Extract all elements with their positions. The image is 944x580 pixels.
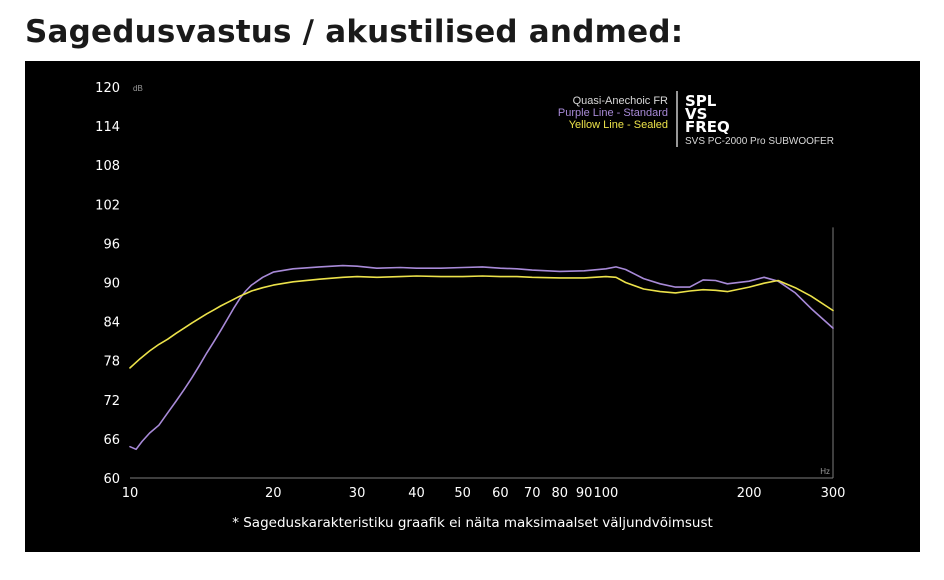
y-unit-label: dB — [133, 84, 143, 93]
y-tick-label: 78 — [103, 355, 120, 370]
ticks-layer: 60 66 72 78 84 90 96 102 108 114 120 10 20 30 40 50 60 70… — [95, 81, 845, 501]
x-tick-label: 100 — [594, 486, 619, 501]
y-tick-label: 102 — [95, 198, 120, 213]
series-line-sealed — [129, 275, 834, 369]
x-tick-label: 60 — [492, 486, 509, 501]
badge-vs: VS — [685, 105, 707, 123]
y-tick-label: 66 — [103, 433, 120, 448]
chart-footnote: * Sageduskarakteristiku graafik ei näita… — [232, 515, 713, 531]
legend-yellow-label: Yellow Line - Sealed — [569, 119, 668, 131]
x-tick-label: 80 — [552, 486, 569, 501]
x-tick-label: 70 — [524, 486, 541, 501]
x-tick-label: 200 — [737, 486, 762, 501]
series-line-standard — [129, 264, 834, 451]
y-tick-label: 96 — [103, 237, 120, 252]
badge-freq: FREQ — [685, 118, 730, 136]
y-tick-label: 114 — [95, 120, 120, 135]
legend-purple-label: Purple Line - Standard — [558, 107, 668, 119]
axes-layer: dB Hz — [130, 84, 834, 479]
x-tick-label: 20 — [265, 486, 282, 501]
page-title: Sagedusvastus / akustilised andmed: — [25, 14, 684, 50]
x-unit-label: Hz — [820, 467, 830, 476]
x-tick-label: 90 — [576, 486, 593, 501]
badge-product: SVS PC-2000 Pro SUBWOOFER — [685, 136, 834, 147]
x-tick-label: 40 — [408, 486, 425, 501]
x-tick-label: 50 — [454, 486, 471, 501]
series-layer — [129, 264, 834, 451]
frequency-response-chart: dB Hz 60 66 72 78 84 90 96 102 108 114 120 10 20 30 40 5… — [25, 61, 920, 552]
badge-spl: SPL — [685, 92, 717, 110]
legend-layer: Quasi-Anechoic FR Purple Line - Standard… — [558, 91, 834, 147]
y-tick-label: 120 — [95, 81, 120, 96]
chart-canvas: dB Hz 60 66 72 78 84 90 96 102 108 114 120 10 20 30 40 5… — [95, 81, 845, 501]
x-tick-label: 300 — [821, 486, 846, 501]
y-tick-label: 72 — [103, 394, 120, 409]
x-tick-label: 30 — [349, 486, 366, 501]
y-tick-label: 84 — [103, 316, 120, 331]
y-tick-label: 90 — [103, 277, 120, 292]
y-tick-label: 108 — [95, 159, 120, 174]
legend-heading: Quasi-Anechoic FR — [573, 95, 668, 107]
y-tick-label: 60 — [103, 472, 120, 487]
x-tick-label: 10 — [122, 486, 139, 501]
